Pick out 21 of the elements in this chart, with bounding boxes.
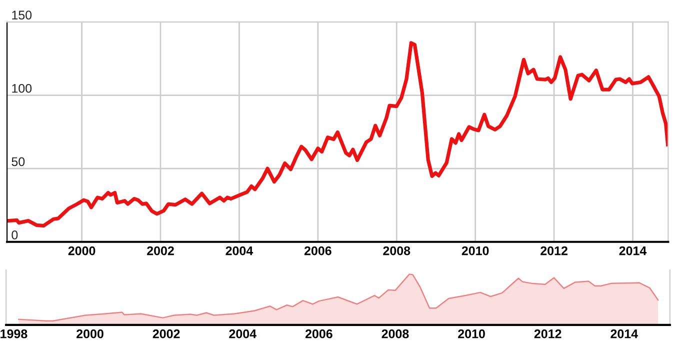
x-tick-label: 2004 [226,246,254,256]
y-tick-label: 50 [12,157,25,166]
x-tick-label: 2010 [462,246,489,256]
y-tick-label: 150 [12,10,32,20]
x-tick-label: 2006 [304,246,332,256]
x-tick-label: 2006 [305,329,332,338]
x-tick-label: 2008 [383,246,410,256]
x-tick-label: 2008 [382,329,409,338]
x-tick-label: 2000 [76,329,104,338]
x-tick-label: 2012 [540,246,568,256]
x-tick-label: 2002 [147,246,174,256]
x-tick-label: 2014 [610,329,638,338]
x-tick-label: 2004 [229,329,256,338]
x-tick-label: 2002 [152,329,180,338]
x-tick-label: 1998 [0,329,28,338]
x-tick-label: 2010 [458,329,485,338]
x-tick-label: 2014 [619,246,647,256]
x-tick-label: 2012 [534,329,562,338]
y-tick-label: 0 [12,230,18,240]
x-tick-label: 2000 [68,246,96,256]
y-tick-label: 100 [12,84,32,93]
